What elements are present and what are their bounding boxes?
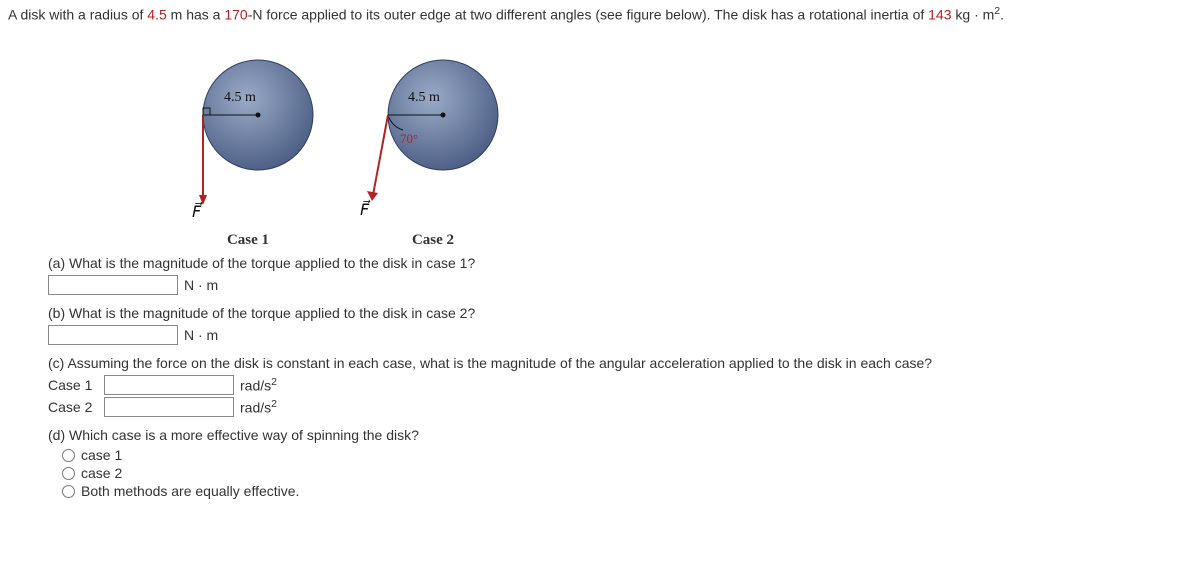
- case2-diagram: 4.5 m 70° F⃗ Case 2: [358, 45, 508, 249]
- part-c-case2-input[interactable]: [104, 397, 234, 417]
- case1-label: Case 1: [178, 232, 318, 249]
- part-a-unit: N · m: [184, 277, 218, 293]
- radius-label: 4.5 m: [408, 90, 440, 105]
- part-a-prompt: (a) What is the magnitude of the torque …: [48, 255, 1192, 271]
- radius-label: 4.5 m: [224, 90, 256, 105]
- part-d-radio-case1[interactable]: [62, 449, 75, 462]
- part-b-unit: N · m: [184, 327, 218, 343]
- part-d-opt3-label: Both methods are equally effective.: [81, 483, 299, 499]
- force-vector-label: F⃗: [192, 201, 203, 221]
- inertia-value: 143: [928, 7, 951, 23]
- part-c-row1-label: Case 1: [48, 377, 98, 393]
- radius-value: 4.5: [147, 7, 166, 23]
- part-d-radio-both[interactable]: [62, 485, 75, 498]
- problem-statement: A disk with a radius of 4.5 m has a 170-…: [8, 4, 1192, 25]
- part-d-opt2-label: case 2: [81, 465, 122, 481]
- part-b-prompt: (b) What is the magnitude of the torque …: [48, 305, 1192, 321]
- part-a: (a) What is the magnitude of the torque …: [48, 255, 1192, 295]
- part-c-unit2: rad/s2: [240, 398, 277, 416]
- case2-label: Case 2: [358, 232, 508, 249]
- case2-svg: 4.5 m 70° F⃗: [358, 45, 508, 225]
- case1-diagram: 4.5 m F⃗ Case 1: [178, 45, 318, 249]
- part-d-prompt: (d) Which case is a more effective way o…: [48, 427, 1192, 443]
- text: m has a: [167, 7, 225, 23]
- part-c: (c) Assuming the force on the disk is co…: [48, 355, 1192, 417]
- text: kg · m: [952, 7, 995, 23]
- part-c-prompt: (c) Assuming the force on the disk is co…: [48, 355, 1192, 371]
- force-vector-label: F⃗: [360, 199, 371, 219]
- part-d-opt1-label: case 1: [81, 447, 122, 463]
- text: -N force applied to its outer edge at tw…: [248, 7, 928, 23]
- force-value: 170: [224, 7, 247, 23]
- part-c-row2-label: Case 2: [48, 399, 98, 415]
- text: A disk with a radius of: [8, 7, 147, 23]
- part-b-input[interactable]: [48, 325, 178, 345]
- angle-label: 70°: [400, 131, 418, 146]
- case1-svg: 4.5 m F⃗: [178, 45, 318, 225]
- part-b: (b) What is the magnitude of the torque …: [48, 305, 1192, 345]
- figure: 4.5 m F⃗ Case 1 4.5 m 70° F⃗: [128, 45, 1192, 245]
- part-c-unit1: rad/s2: [240, 376, 277, 394]
- part-a-input[interactable]: [48, 275, 178, 295]
- part-c-case1-input[interactable]: [104, 375, 234, 395]
- part-d-radio-case2[interactable]: [62, 467, 75, 480]
- text: .: [1000, 7, 1004, 23]
- part-d: (d) Which case is a more effective way o…: [48, 427, 1192, 499]
